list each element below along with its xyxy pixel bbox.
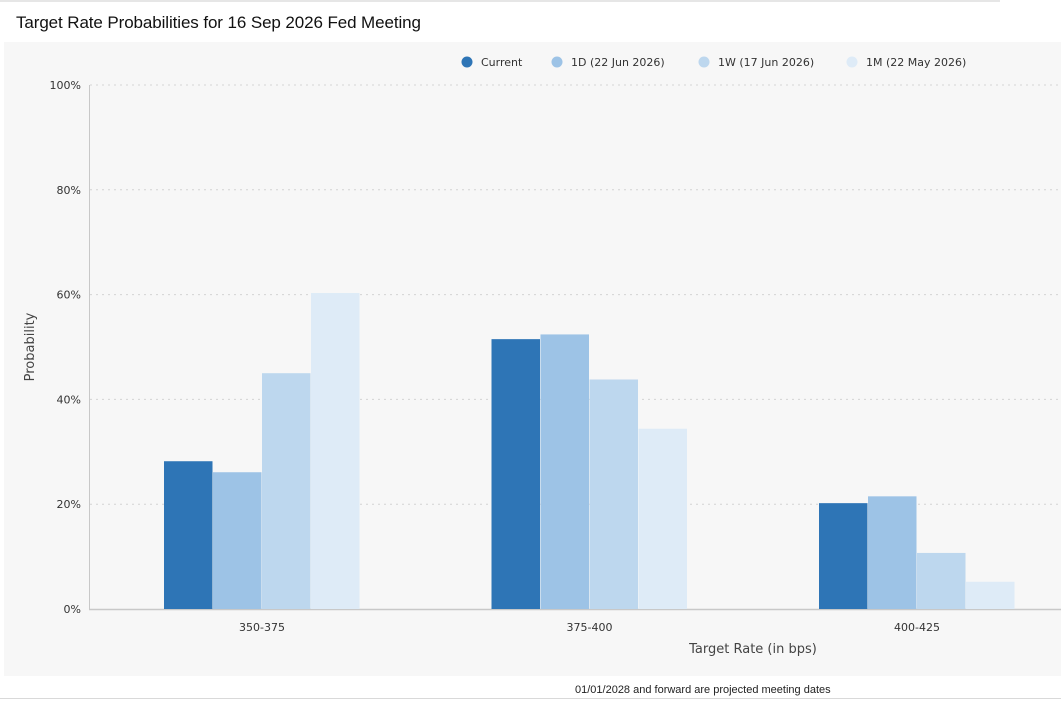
bar-400-425-series-3[interactable] [966, 581, 1015, 609]
bar-375-400-series-3[interactable] [638, 428, 688, 609]
x-tick-labels: 350-375 375-400 400-425 [239, 621, 940, 634]
legend-label[interactable]: 1D (22 Jun 2026) [571, 56, 665, 69]
bar-350-375-series-2[interactable] [262, 373, 311, 609]
y-tick-label: 80% [57, 184, 81, 197]
y-tick-label: 0% [64, 603, 81, 616]
chart-title: Target Rate Probabilities for 16 Sep 202… [16, 13, 421, 32]
bar-375-400-series-0[interactable] [491, 339, 541, 609]
x-tick-label: 350-375 [239, 621, 285, 634]
y-tick-label: 60% [57, 289, 81, 302]
y-axis-title: Probability [23, 312, 38, 381]
bar-375-400-series-2[interactable] [589, 379, 639, 609]
legend-label[interactable]: 1M (22 May 2026) [866, 56, 966, 69]
bars [164, 293, 1015, 609]
bar-400-425-series-1[interactable] [868, 496, 917, 609]
bar-350-375-series-1[interactable] [213, 472, 262, 609]
y-tick-label: 40% [57, 393, 81, 406]
bottom-rule [0, 698, 1061, 699]
y-tick-labels: 0% 20% 40% 60% 80% 100% [50, 79, 81, 616]
top-rule [0, 0, 1000, 2]
legend-label[interactable]: Current [481, 56, 523, 69]
bar-375-400-series-1[interactable] [540, 334, 590, 609]
legend-label[interactable]: 1W (17 Jun 2026) [718, 56, 814, 69]
legend: Current 1D (22 Jun 2026) 1W (17 Jun 2026) 1… [461, 56, 966, 69]
legend-marker[interactable] [551, 56, 563, 68]
legend-marker[interactable] [698, 56, 710, 68]
y-tick-label: 20% [57, 498, 81, 511]
legend-marker[interactable] [461, 56, 473, 68]
bar-400-425-series-0[interactable] [819, 503, 868, 609]
bar-chart: 0% 20% 40% 60% 80% 100% 350-375 375-400 400-425… [23, 56, 1061, 657]
bar-350-375-series-3[interactable] [311, 293, 360, 609]
x-tick-label: 400-425 [894, 621, 940, 634]
x-tick-label: 375-400 [567, 621, 613, 634]
axes [89, 85, 1061, 611]
bar-350-375-series-0[interactable] [164, 461, 213, 609]
y-tick-label: 100% [50, 79, 81, 92]
footnote: 01/01/2028 and forward are projected mee… [575, 684, 831, 696]
x-axis-title: Target Rate (in bps) [688, 642, 817, 657]
bar-400-425-series-2[interactable] [917, 552, 966, 609]
legend-marker[interactable] [846, 56, 858, 68]
